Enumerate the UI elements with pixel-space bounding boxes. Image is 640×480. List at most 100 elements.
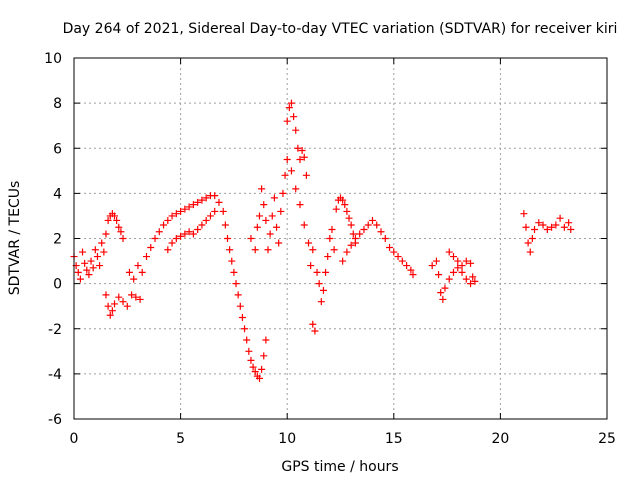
data-point <box>93 253 101 261</box>
y-tick-label: -2 <box>48 322 62 338</box>
data-point <box>226 246 234 254</box>
data-point <box>330 246 338 254</box>
y-tick-label: 2 <box>53 232 62 248</box>
data-point <box>296 156 304 164</box>
data-point <box>251 246 259 254</box>
data-point <box>294 144 302 152</box>
y-tick-label: 6 <box>53 141 62 157</box>
data-point <box>398 257 406 265</box>
data-point <box>219 207 227 215</box>
data-point <box>136 295 144 303</box>
data-point <box>258 185 266 193</box>
data-point <box>356 230 364 238</box>
data-point <box>260 201 268 209</box>
data-point <box>234 291 242 299</box>
data-point <box>462 275 470 283</box>
data-point <box>317 298 325 306</box>
data-point <box>343 248 351 256</box>
data-point <box>181 230 189 238</box>
x-tick-label: 5 <box>176 431 185 447</box>
data-point <box>339 257 347 265</box>
data-point <box>345 214 353 222</box>
data-point <box>287 99 295 107</box>
data-point <box>91 246 99 254</box>
data-point <box>556 214 564 222</box>
data-point <box>407 266 415 274</box>
data-point <box>332 205 340 213</box>
data-point <box>548 223 556 231</box>
data-point <box>255 374 263 382</box>
data-point <box>394 253 402 261</box>
data-point <box>83 266 91 274</box>
data-point <box>206 212 214 220</box>
data-point <box>298 147 306 155</box>
data-point <box>245 347 253 355</box>
data-point <box>449 268 457 276</box>
data-point <box>198 196 206 204</box>
data-point <box>364 221 372 229</box>
data-point <box>319 286 327 294</box>
data-point <box>238 313 246 321</box>
data-point <box>111 300 119 308</box>
data-point <box>287 167 295 175</box>
data-point <box>292 185 300 193</box>
data-point <box>198 221 206 229</box>
x-tick-label: 0 <box>70 431 79 447</box>
data-point <box>565 219 573 227</box>
data-point <box>341 201 349 209</box>
data-point <box>386 244 394 252</box>
data-point <box>373 221 381 229</box>
data-point <box>339 196 347 204</box>
data-point <box>202 216 210 224</box>
data-point <box>268 212 276 220</box>
data-point <box>347 221 355 229</box>
data-point <box>437 289 445 297</box>
data-point <box>409 271 417 279</box>
data-point <box>241 325 249 333</box>
data-point <box>255 212 263 220</box>
data-point <box>211 207 219 215</box>
data-point <box>311 327 319 335</box>
y-axis-label: SDTVAR / TECUs <box>7 181 23 296</box>
data-point <box>185 203 193 211</box>
data-point <box>307 262 315 270</box>
data-point <box>125 268 133 276</box>
y-tick-label: 4 <box>53 186 62 202</box>
data-point <box>168 239 176 247</box>
data-point <box>275 239 283 247</box>
data-point <box>441 284 449 292</box>
data-point <box>471 277 479 285</box>
data-point <box>526 248 534 256</box>
data-point <box>221 221 229 229</box>
data-point <box>76 275 84 283</box>
data-point <box>230 268 238 276</box>
data-point <box>283 117 291 125</box>
data-point <box>322 268 330 276</box>
data-point <box>381 235 389 242</box>
data-point <box>115 223 123 231</box>
data-point <box>281 171 289 179</box>
data-point <box>119 298 127 306</box>
data-point <box>552 221 560 229</box>
data-point <box>567 225 575 233</box>
data-point <box>253 223 261 231</box>
data-point <box>194 198 202 206</box>
data-point <box>247 235 255 242</box>
data-point <box>528 235 536 242</box>
data-point <box>164 216 172 224</box>
data-point <box>309 320 317 328</box>
data-point <box>258 365 266 373</box>
data-point <box>560 223 568 231</box>
data-point <box>189 201 197 209</box>
data-point <box>279 189 287 197</box>
data-point <box>454 264 462 272</box>
data-point <box>108 307 116 315</box>
data-point <box>328 225 336 233</box>
data-point <box>96 262 104 270</box>
data-point <box>249 363 257 371</box>
data-point <box>160 221 168 229</box>
data-point <box>224 235 232 242</box>
data-point <box>232 280 240 288</box>
data-point <box>172 210 180 218</box>
